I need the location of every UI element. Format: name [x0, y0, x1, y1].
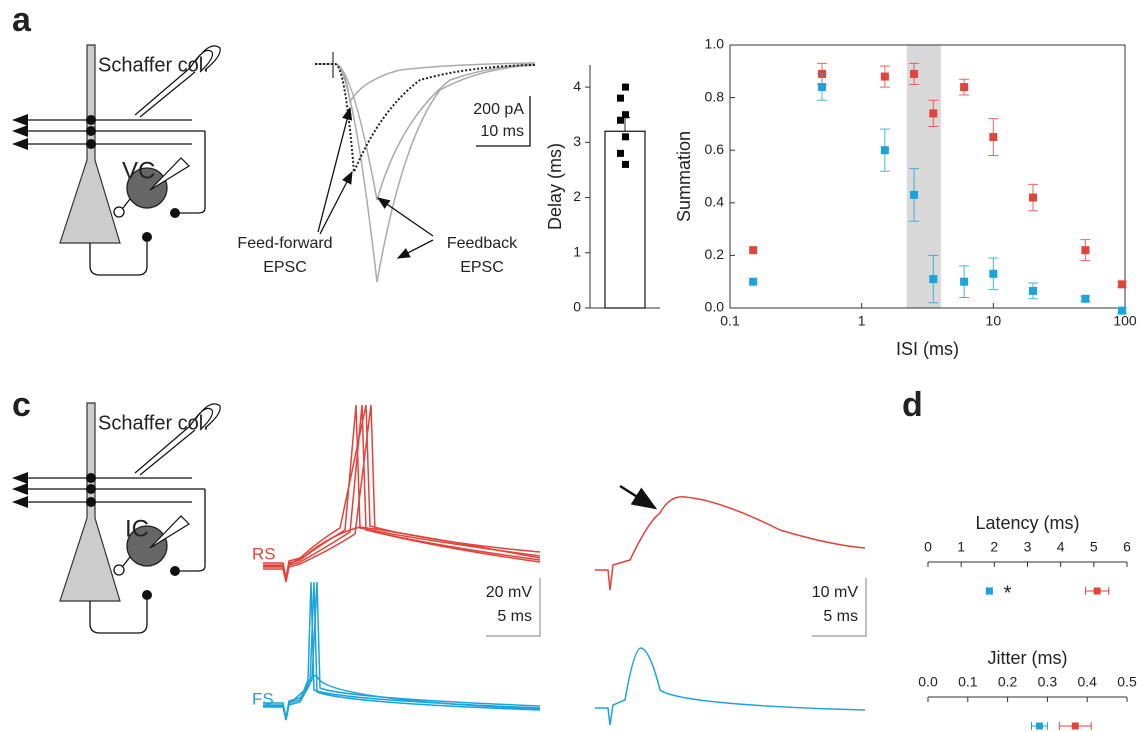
input-label: Schaffer col.: [98, 412, 209, 434]
panel-letter: c: [12, 386, 31, 424]
y-tick-label: 3: [573, 133, 581, 149]
point: [960, 277, 969, 286]
trace-label: FS: [252, 689, 274, 708]
trace-label: RS: [252, 544, 276, 563]
point: [749, 277, 758, 286]
cell-label: IC: [125, 515, 149, 542]
y-tick-label: 0.0: [705, 299, 725, 315]
point: [985, 587, 993, 595]
point: [989, 269, 998, 278]
x-tick-label: 1: [957, 539, 965, 555]
cell-label: VC: [122, 157, 155, 184]
x-tick-label: 2: [990, 539, 998, 555]
annotation: Feed-forward: [237, 235, 332, 252]
y-tick-label: 0: [573, 299, 581, 315]
scale-label: 5 ms: [497, 608, 532, 625]
annotation: EPSC: [460, 259, 504, 276]
bar: [604, 130, 646, 309]
x-tick-label: 0: [924, 539, 932, 555]
point: [910, 69, 919, 78]
x-tick-label: 1: [858, 313, 866, 329]
point: [1035, 722, 1043, 730]
point: [1028, 286, 1037, 295]
traces-c: RS FS 20 mV 5 ms 10 mV 5 ms: [252, 404, 867, 726]
scale-label: 5 ms: [823, 608, 858, 625]
point: [1071, 722, 1079, 730]
shaded-range: [906, 45, 941, 308]
point: [818, 83, 827, 92]
x-tick-label: 0.1: [720, 313, 740, 329]
x-tick-label: 4: [1057, 539, 1065, 555]
traces-a: 200 pA 10 ms Feed-forward EPSC Feedback …: [237, 52, 536, 283]
y-axis-label: Summation: [674, 131, 694, 222]
x-tick-label: 0.3: [1038, 674, 1058, 690]
annotation: Feedback: [447, 235, 518, 252]
input-label: Schaffer col.: [98, 54, 209, 76]
panel-letter: a: [12, 1, 32, 39]
x-tick-label: 5: [1090, 539, 1098, 555]
scale-label: 200 pA: [473, 101, 524, 118]
point: [1118, 280, 1127, 289]
point: [1093, 587, 1101, 595]
point: [880, 72, 889, 81]
x-tick-label: 0.4: [1077, 674, 1097, 690]
y-tick-label: 0.4: [705, 194, 725, 210]
point: [1118, 306, 1127, 315]
point: [880, 146, 889, 155]
y-tick-label: 0.6: [705, 141, 725, 157]
diagram-c: Schaffer col. IC: [11, 402, 221, 634]
scale-label: 10 ms: [480, 123, 524, 140]
point: [910, 190, 919, 199]
x-axis-label: ISI (ms): [896, 339, 959, 359]
annotation: *: [1004, 582, 1012, 604]
x-tick-label: 0.1: [958, 674, 978, 690]
panel-letter: d: [902, 386, 923, 424]
x-tick-label: 0.2: [998, 674, 1018, 690]
scale-label: 20 mV: [486, 584, 533, 601]
point: [1028, 193, 1037, 202]
x-tick-label: 100: [1113, 313, 1137, 329]
x-tick-label: 3: [1024, 539, 1032, 555]
diagram-a: Schaffer col. VC: [11, 44, 221, 276]
point: [1081, 294, 1090, 303]
plot-frame: [729, 44, 1126, 309]
y-tick-label: 2: [573, 188, 581, 204]
chart-title: Latency (ms): [975, 513, 1079, 533]
point: [1081, 246, 1090, 255]
point: [622, 133, 629, 141]
point: [622, 160, 629, 168]
point: [989, 133, 998, 142]
y-axis-label: Delay (ms): [545, 143, 565, 230]
x-tick-label: 0.5: [1117, 674, 1137, 690]
point: [622, 111, 629, 119]
chart-title: Jitter (ms): [988, 648, 1068, 668]
y-tick-label: 1: [573, 243, 581, 259]
point: [929, 109, 938, 118]
point: [617, 94, 624, 102]
point: [617, 116, 624, 124]
point: [617, 149, 624, 157]
y-tick-label: 0.8: [705, 88, 725, 104]
y-tick-label: 1.0: [705, 36, 725, 52]
y-tick-label: 4: [573, 78, 581, 94]
x-tick-label: 6: [1123, 539, 1131, 555]
point: [929, 275, 938, 284]
point: [622, 83, 629, 91]
point: [960, 83, 969, 92]
point: [749, 246, 758, 255]
scale-label: 10 mV: [812, 584, 859, 601]
annotation: EPSC: [263, 259, 307, 276]
y-tick-label: 0.2: [705, 246, 725, 262]
x-tick-label: 10: [986, 313, 1002, 329]
x-tick-label: 0.0: [918, 674, 938, 690]
